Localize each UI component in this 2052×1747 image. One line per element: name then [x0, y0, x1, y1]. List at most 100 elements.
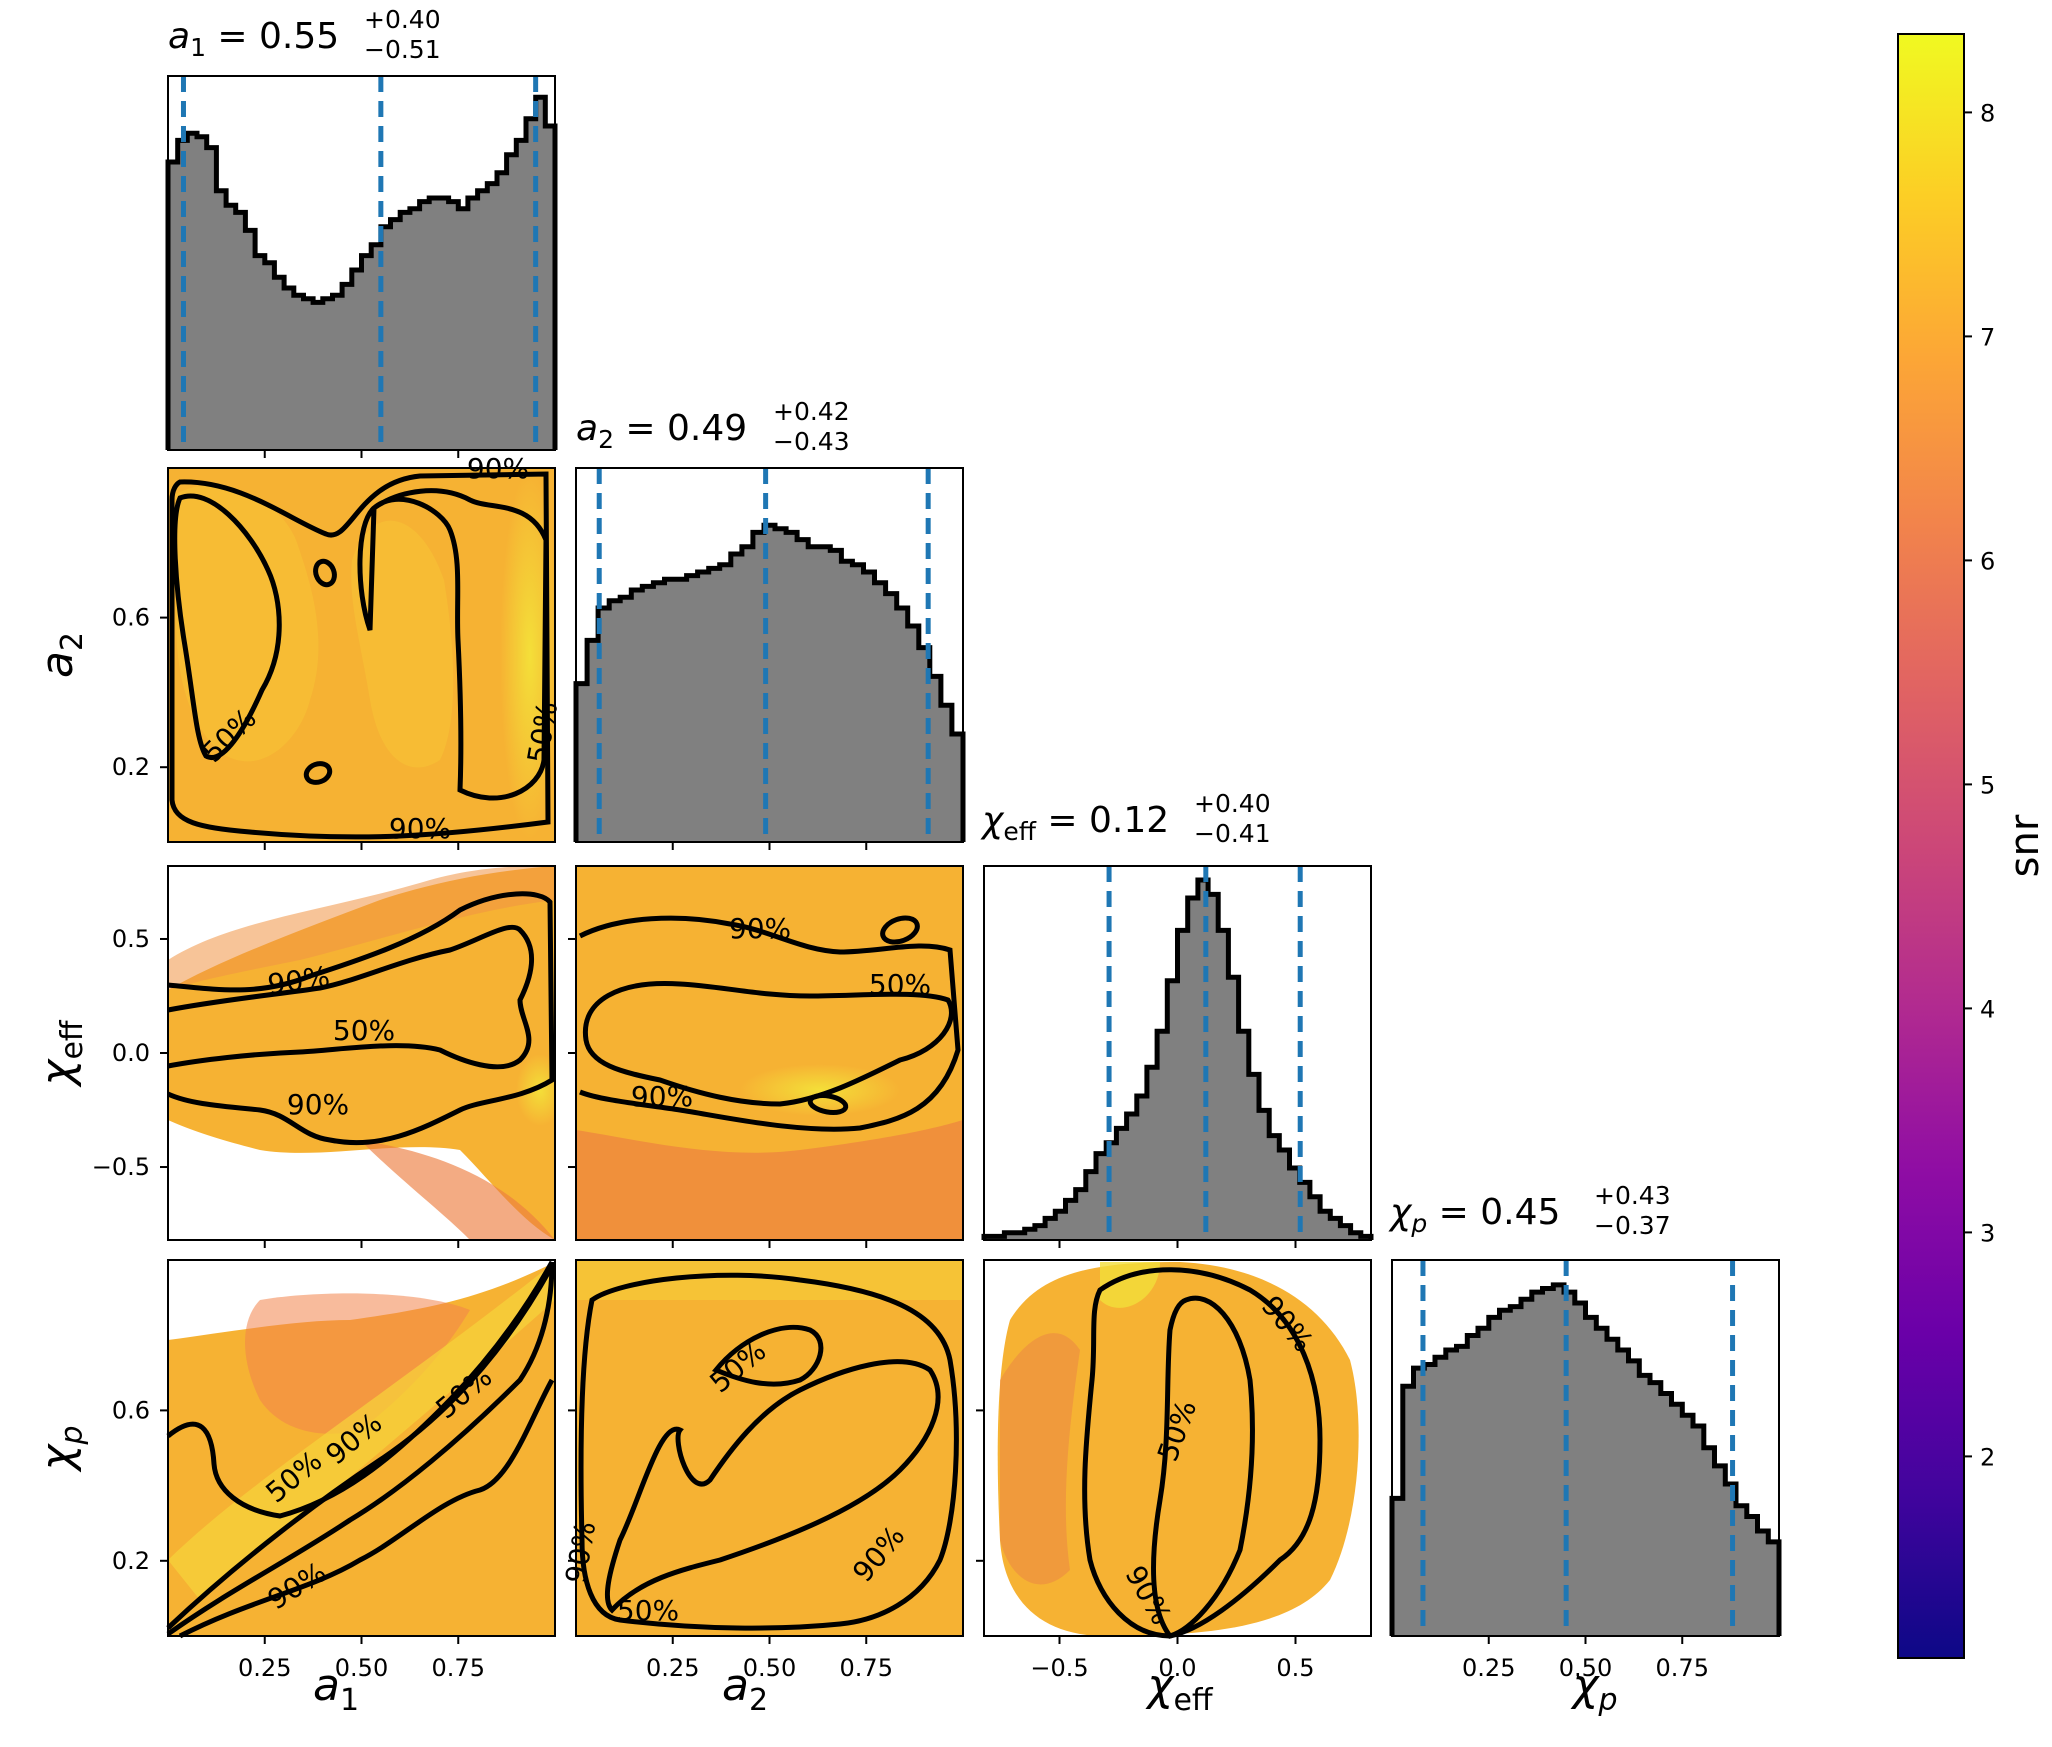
colorbar: 2 3 4 5 6 7 8 snr: [1897, 33, 2048, 1659]
x-tick-label: 0.25: [1462, 1654, 1515, 1682]
svg-text:χeff = 0.12: χeff = 0.12: [980, 800, 1169, 846]
svg-text:χeff: χeff: [32, 1019, 90, 1088]
scatter-dense-region: [351, 520, 454, 768]
y-tick-label: 0.6: [112, 1396, 150, 1424]
contour-50: [172, 493, 282, 760]
svg-text:a2 = 0.49: a2 = 0.49: [576, 408, 747, 454]
scatter-highlight: [576, 1260, 963, 1300]
histogram-outline: [1389, 1282, 1782, 1636]
contour-90: [578, 915, 961, 1132]
title-chi-p: χp = 0.45 +0.43 −0.37: [1388, 1181, 1671, 1240]
contour-island: [807, 1093, 849, 1115]
colorbar-label: snr: [2002, 814, 2048, 877]
colorbar-tick-label: 8: [1980, 99, 1995, 127]
histogram-outline: [165, 94, 558, 450]
scatter-outlier-band: [360, 1140, 555, 1240]
histogram-chi-p: [1389, 1260, 1782, 1636]
panel-a1-chi-eff: 90%50%90%: [166, 866, 555, 1240]
title-chi-eff: χeff = 0.12 +0.40 −0.41: [980, 789, 1271, 848]
svg-text:χp: χp: [1570, 1660, 1617, 1718]
histogram-a1: [165, 76, 558, 450]
histogram-outline: [981, 877, 1374, 1240]
contour-90: [166, 891, 555, 1146]
x-tick-label: 0.75: [432, 1654, 485, 1682]
contour-50: [582, 981, 954, 1107]
svg-text:χeff: χeff: [1145, 1660, 1214, 1718]
svg-text:a1 = 0.55: a1 = 0.55: [168, 16, 339, 62]
contour-label: 90%: [389, 812, 451, 845]
scatter-dense-region: [176, 485, 319, 762]
ylabel-a2: a2: [32, 632, 90, 678]
colorbar-tick-label: 5: [1980, 771, 1995, 799]
contour-90: [578, 1272, 959, 1631]
scatter-fill: [576, 1260, 963, 1636]
y-tick-label: −0.5: [92, 1153, 150, 1181]
contour-50: [166, 1261, 555, 1637]
x-tick-label: 0.25: [238, 1654, 291, 1682]
panel-a2-chi-eff: 90% 50% 90%: [576, 866, 963, 1240]
title-a2: a2 = 0.49 +0.42 −0.43: [576, 397, 850, 456]
ylabel-chi-eff: χeff: [32, 1019, 90, 1088]
histogram-fill: [984, 880, 1371, 1240]
histogram-fill: [576, 525, 963, 842]
scatter-outlier-band: [168, 866, 555, 990]
colorbar-tick-label: 3: [1980, 1219, 1995, 1247]
contour-label: 90%: [631, 1080, 693, 1113]
svg-text:−0.43: −0.43: [773, 427, 850, 456]
contour-50: [711, 1324, 824, 1387]
contour-label: 50%: [869, 968, 931, 1001]
ylabel-chi-p: χp: [32, 1425, 90, 1472]
colorbar-tick-label: 2: [1980, 1443, 1995, 1471]
contour-island: [880, 915, 920, 945]
histogram-chi-eff: [981, 866, 1374, 1240]
contour-island: [313, 558, 337, 588]
x-tick-label: 0.50: [1559, 1654, 1612, 1682]
contour-label: 50%: [333, 1014, 395, 1047]
panel-a1-a2: 90%50% 50%90%: [168, 452, 564, 845]
colorbar-tick-label: 4: [1980, 995, 1995, 1023]
contour-50: [604, 1359, 941, 1614]
title-a1: a1 = 0.55 +0.40 −0.51: [168, 5, 441, 64]
svg-text:+0.40: +0.40: [364, 5, 441, 34]
x-tick-label: −0.5: [1030, 1654, 1088, 1682]
contour-label: 90%: [287, 1088, 349, 1121]
colorbar-tick-label: 6: [1980, 547, 1995, 575]
svg-text:a2: a2: [722, 1660, 768, 1718]
y-tick-label: 0.6: [112, 604, 150, 632]
svg-text:+0.42: +0.42: [773, 397, 850, 426]
histogram-a2: [573, 468, 966, 842]
contour-50: [1150, 1295, 1255, 1639]
scatter-highlight: [168, 1262, 555, 1600]
xlabel-chi-eff: χeff: [1145, 1660, 1214, 1718]
y-tick-label: 0.0: [112, 1039, 150, 1067]
x-tick-label: 0.50: [743, 1654, 796, 1682]
svg-text:χp: χp: [32, 1425, 90, 1472]
x-tick-label: 0.25: [646, 1654, 699, 1682]
svg-text:−0.51: −0.51: [364, 35, 441, 64]
x-tick-label: 0.0: [1158, 1654, 1196, 1682]
contour-50: [166, 1264, 555, 1630]
x-tick-label: 0.75: [1656, 1654, 1709, 1682]
colorbar-tick-label: 7: [1980, 323, 1995, 351]
contour-90: [169, 471, 551, 840]
svg-text:χp = 0.45: χp = 0.45: [1388, 1192, 1560, 1238]
y-tick-label: 0.2: [112, 753, 150, 781]
histogram-fill: [168, 97, 555, 450]
scatter-outlier-band: [1000, 1333, 1080, 1585]
colorbar-gradient: [1897, 33, 1965, 1659]
contour-90: [1082, 1267, 1323, 1639]
colorbar-ticks: 2 3 4 5 6 7 8: [1964, 99, 1995, 1471]
contour-90: [178, 1378, 555, 1639]
contour-label: 90%: [729, 912, 791, 945]
panel-a2-chi-p: 50%90%50%90%: [559, 1260, 963, 1636]
scatter-highlight: [516, 1054, 555, 1126]
xlabel-a2: a2: [722, 1660, 768, 1718]
y-tick-label: 0.2: [112, 1547, 150, 1575]
y-tick-label: 0.5: [112, 925, 150, 953]
contour-50: [167, 924, 535, 1070]
x-tick-label: 0.5: [1276, 1654, 1314, 1682]
histogram-outline: [573, 522, 966, 842]
panel-chi-eff-chi-p: 90%50%90%: [997, 1262, 1359, 1639]
contour-50: [357, 488, 549, 801]
